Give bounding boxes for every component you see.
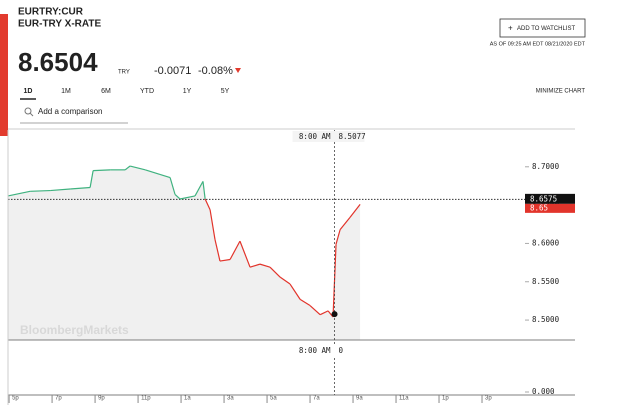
price-segment: [339, 216, 351, 231]
price-segment: [179, 195, 196, 200]
button-frame[interactable]: [499, 18, 586, 38]
price-segment: [93, 169, 111, 172]
x-tick-label: 11p: [141, 396, 151, 402]
price: 8.6504: [18, 47, 98, 77]
currency: TRY: [118, 70, 130, 76]
x-tick-label: 3a: [227, 396, 234, 402]
price-segment: [144, 169, 161, 176]
x-tick-label: 1p: [442, 396, 449, 402]
price-segment: [194, 181, 204, 197]
area: [8, 166, 361, 340]
range-tab[interactable]: 1D: [24, 88, 33, 95]
minimize-chart[interactable]: MINIMIZE CHART: [536, 89, 586, 95]
crosshair-box: [292, 131, 365, 142]
last-badge-label: 8.65: [530, 203, 548, 212]
reference-badge-label: 8.6575: [530, 194, 557, 203]
y-tick-label: 8.5000: [532, 315, 560, 324]
symbol: EURTRY:CUR: [18, 7, 84, 18]
change: -0.0071: [154, 65, 191, 77]
search-icon-handle: [29, 112, 34, 117]
price-segment: [209, 209, 216, 240]
watchlist-button[interactable]: + ADD TO WATCHLIST: [499, 18, 586, 38]
price-segment: [299, 298, 311, 307]
price-segment: [219, 258, 231, 262]
down-arrow: [235, 68, 241, 73]
volume-crosshair-box: [292, 345, 347, 356]
x-tick-label: 1a: [184, 396, 191, 402]
price-segment: [169, 177, 176, 195]
range-tabs: 1D 1M 6M YTD 1Y 5Y: [20, 88, 230, 100]
price-segment: [239, 240, 251, 268]
x-tick-label: 7a: [313, 396, 320, 402]
price-segment: [249, 263, 261, 268]
price-segment: [30, 189, 51, 192]
x-tick-label: 7p: [55, 396, 62, 402]
price-segment: [289, 283, 301, 300]
price-segment: [319, 310, 329, 316]
crosshair-time: 8:00 AM: [299, 132, 331, 141]
search-icon: [24, 107, 32, 115]
price-segment: [335, 229, 341, 245]
price-segment: [309, 305, 321, 316]
price-segment: [124, 165, 131, 171]
x-tick-label: 5p: [12, 396, 19, 402]
price-segment: [129, 165, 146, 171]
comparison-input[interactable]: Add a comparison: [38, 107, 102, 116]
x-tick-label: 9a: [356, 396, 363, 402]
change-pct: -0.08%: [198, 65, 233, 77]
volume-tick-label: 0.000: [532, 387, 555, 396]
price-segment: [279, 276, 291, 285]
y-tick-label: 8.7000: [532, 162, 560, 171]
price-segment: [259, 263, 271, 268]
range-tab[interactable]: YTD: [140, 88, 154, 95]
price-segment: [204, 198, 211, 210]
plus-icon[interactable]: +: [508, 24, 513, 33]
price-segment: [349, 203, 361, 218]
instrument-name: EUR-TRY X-RATE: [18, 19, 101, 30]
x-tick-label: 9p: [98, 396, 105, 402]
y-tick-label: 8.5500: [532, 277, 560, 286]
x-tick-label: 5a: [270, 396, 277, 402]
price-segment: [229, 240, 241, 260]
price-segment: [89, 170, 94, 188]
x-tick-label: 11a: [399, 396, 409, 402]
crosshair-dot: [331, 311, 338, 318]
price-segment: [159, 173, 171, 179]
as-of: AS OF 09:25 AM EDT 08/21/2020 EDT: [490, 41, 586, 47]
price-segment: [332, 244, 337, 318]
price-segment: [269, 266, 281, 278]
range-tab[interactable]: 6M: [101, 88, 111, 95]
crosshair-value: 8.5077: [339, 132, 366, 141]
price-segment: [7, 190, 31, 197]
range-tab[interactable]: 1M: [61, 88, 71, 95]
range-tab[interactable]: 5Y: [221, 88, 230, 95]
x-tick-label: 3p: [485, 396, 492, 402]
price-segment: [214, 239, 221, 262]
range-tab[interactable]: 1Y: [183, 88, 192, 95]
price-segment: [70, 186, 91, 190]
y-tick-label: 8.6000: [532, 238, 560, 247]
price-segment: [174, 193, 181, 200]
accent-bar: [0, 14, 8, 136]
volume-crosshair-time: 8:00 AM: [299, 346, 331, 355]
reference-badge: [525, 193, 575, 204]
chart: BloombergMarkets8.70008.65008.60008.5500…: [7, 130, 575, 405]
price-segment: [202, 181, 206, 200]
price-segment: [50, 188, 71, 192]
last-badge: [525, 203, 575, 213]
watchlist-label[interactable]: ADD TO WATCHLIST: [517, 26, 575, 32]
volume-crosshair-value: 0: [339, 346, 344, 355]
watermark: BloombergMarkets: [20, 323, 129, 337]
